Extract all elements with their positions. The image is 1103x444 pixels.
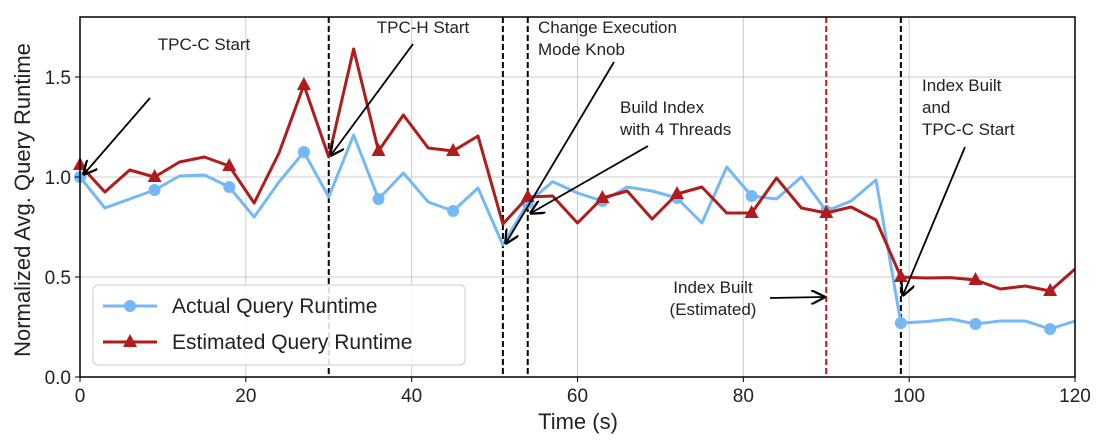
- data-point: [520, 189, 535, 202]
- data-point: [447, 205, 460, 217]
- data-point: [222, 158, 237, 171]
- annotation-arrow: [769, 297, 824, 298]
- x-tick-label: 100: [893, 386, 925, 407]
- annotation-text: Mode Knob: [538, 40, 625, 59]
- x-axis-label: Time (s): [538, 409, 618, 434]
- x-tick-label: 80: [733, 386, 754, 407]
- data-point: [893, 269, 908, 282]
- data-point: [223, 181, 236, 193]
- data-point: [147, 169, 162, 182]
- y-tick-label: 0.5: [45, 268, 71, 289]
- axes: 0 20 40 60 80 100 120 0.0 0.5 1.0 1.5: [45, 16, 1091, 407]
- data-point: [1044, 323, 1057, 335]
- annotation-arrow: [903, 146, 966, 295]
- annotation-text: TPC-H Start: [377, 18, 470, 37]
- legend-label: Estimated Query Runtime: [172, 331, 412, 354]
- y-tick-label: 1.0: [45, 168, 71, 189]
- annotation-text: (Estimated): [670, 300, 757, 319]
- series: [73, 47, 1076, 335]
- data-point: [595, 190, 610, 203]
- annotation-text: and: [922, 98, 950, 117]
- data-point: [969, 318, 982, 330]
- x-tick-label: 120: [1059, 386, 1091, 407]
- annotation-text: Index Built: [922, 76, 1002, 95]
- annotation-text: Build Index: [620, 98, 705, 117]
- x-tick-label: 60: [567, 386, 588, 407]
- series-line-1: [78, 47, 1076, 293]
- data-point: [148, 184, 161, 196]
- x-tick-label: 40: [401, 386, 422, 407]
- legend: Actual Query Runtime Estimated Query Runt…: [92, 284, 466, 366]
- y-axis-label: Normalized Avg. Query Runtime: [10, 43, 35, 357]
- data-point: [446, 143, 461, 156]
- data-point: [297, 146, 310, 158]
- annotation-text: Change Execution: [538, 18, 677, 37]
- annotation-arrow: [506, 61, 615, 243]
- legend-marker: [123, 334, 137, 347]
- x-tick-label: 0: [75, 386, 86, 407]
- series-line-0: [78, 133, 1076, 331]
- data-point: [670, 186, 684, 199]
- annotations: TPC-C Start TPC-H Start Change Execution Mo…: [84, 18, 1015, 319]
- data-point: [744, 205, 759, 218]
- data-point: [372, 193, 385, 205]
- y-tick-label: 0.0: [45, 368, 71, 389]
- data-point: [819, 205, 834, 218]
- data-point: [371, 143, 386, 156]
- data-point: [894, 317, 907, 329]
- legend-label: Actual Query Runtime: [172, 295, 377, 318]
- annotation-arrow: [84, 97, 151, 174]
- annotation-arrow: [531, 145, 649, 213]
- annotation-arrow: [331, 43, 414, 155]
- data-point: [1043, 283, 1058, 296]
- data-point: [968, 272, 983, 285]
- data-point: [296, 77, 311, 90]
- data-point: [745, 190, 758, 202]
- legend-marker: [124, 300, 136, 312]
- y-tick-label: 1.5: [45, 68, 71, 89]
- annotation-text: with 4 Threads: [619, 120, 731, 139]
- annotation-text: Index Built: [673, 278, 753, 297]
- legend-box: [92, 284, 466, 366]
- annotation-text: TPC-C Start: [922, 120, 1015, 139]
- annotation-text: TPC-C Start: [158, 35, 251, 54]
- x-tick-label: 20: [235, 386, 256, 407]
